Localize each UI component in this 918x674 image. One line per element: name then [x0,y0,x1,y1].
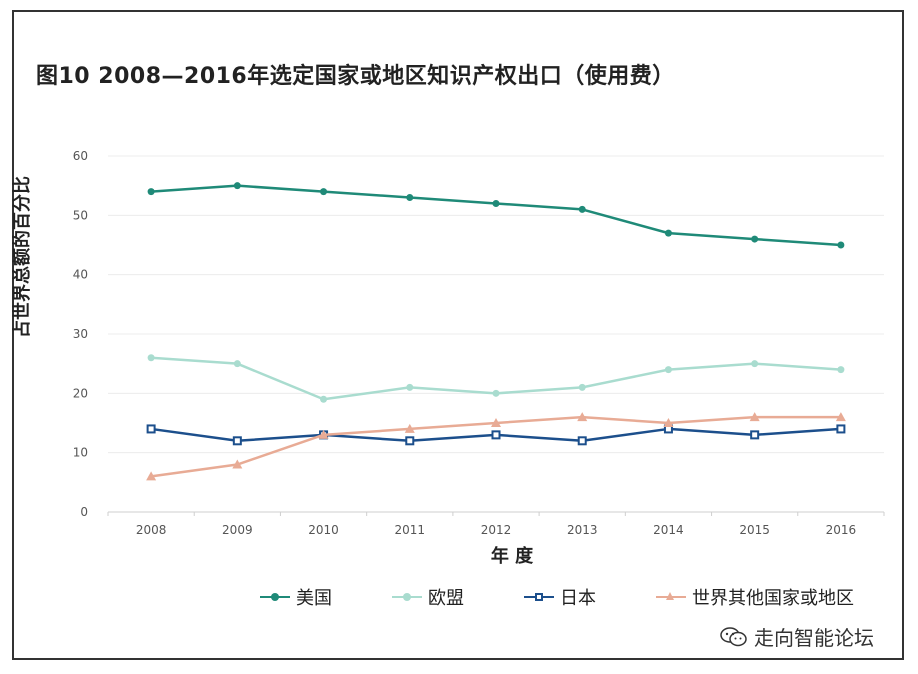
data-point [405,436,415,446]
y-tick-label: 10 [73,446,88,460]
legend-swatch-japan [524,591,554,603]
y-tick-label: 40 [73,268,88,282]
legend-item-rest: 世界其他国家或地区 [656,584,854,610]
data-point [147,188,155,196]
data-point [491,430,501,440]
data-point [664,229,672,237]
legend-swatch-eu [392,591,422,603]
chart-title: 图10 2008—2016年选定国家或地区知识产权出口（使用费） [36,64,675,89]
legend-label-eu: 欧盟 [428,588,464,609]
data-point [146,471,157,481]
x-tick-label: 2015 [739,523,770,537]
watermark-text: 走向智能论坛 [754,626,874,650]
x-tick-label: 2014 [653,523,684,537]
data-point [233,182,241,190]
x-tick-label: 2011 [395,523,426,537]
legend-label-rest: 世界其他国家或地区 [692,588,854,609]
data-point [836,424,846,434]
data-point [492,389,500,397]
data-point [233,360,241,368]
data-point [232,436,242,446]
y-tick-label: 30 [73,327,88,341]
data-point [664,366,672,374]
data-point [837,366,845,374]
data-point [404,423,415,433]
data-point [492,199,500,207]
data-point [663,418,674,427]
x-tick-label: 2012 [481,523,512,537]
data-point [751,235,759,243]
x-axis-label: 年 度 [491,545,534,567]
data-point [406,383,414,391]
data-point [146,424,156,434]
y-tick-label: 50 [73,208,88,222]
data-point [577,412,588,422]
chart-frame [12,10,904,660]
legend-label-us: 美国 [296,588,332,609]
x-tick-label: 2010 [308,523,339,537]
data-point [750,430,760,440]
data-point [147,354,155,362]
legend-item-eu: 欧盟 [392,584,464,610]
data-point [406,194,414,202]
data-point [577,436,587,446]
data-point [320,188,328,196]
x-tick-label: 2009 [222,523,253,537]
y-tick-label: 0 [80,505,88,519]
legend-swatch-us [260,591,290,603]
data-point [835,412,846,422]
data-point [320,395,328,403]
wechat-icon [720,626,747,646]
legend-item-japan: 日本 [524,584,596,610]
legend-label-japan: 日本 [560,588,596,609]
legend-swatch-rest [656,591,686,603]
data-point [318,429,329,439]
data-point [751,360,759,368]
watermark: 走向智能论坛 [720,622,874,651]
data-point [837,241,845,249]
x-tick-label: 2016 [826,523,857,537]
data-point [491,418,501,427]
x-tick-label: 2008 [136,523,167,537]
data-point [749,412,760,422]
legend-item-us: 美国 [260,584,332,610]
data-point [578,383,586,391]
data-point [578,205,586,213]
data-point [232,459,243,469]
x-tick-label: 2013 [567,523,598,537]
y-tick-label: 60 [73,149,88,163]
legend: 美国 欧盟 日本 世界其他国家或地区 [260,584,854,610]
y-tick-label: 20 [73,386,88,400]
